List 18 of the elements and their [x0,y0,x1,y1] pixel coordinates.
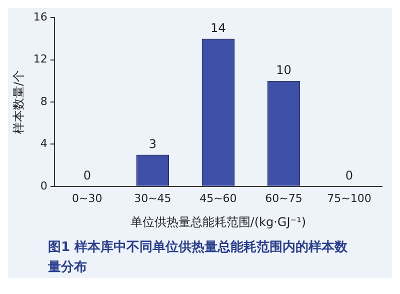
y-tick-label: 8 [40,94,48,108]
x-tick-label: 45~60 [200,192,237,205]
data-label: 14 [210,20,226,35]
y-tick-label: 4 [40,137,48,150]
caption: 图1 样本库中不同单位供热量总能耗范围内的样本数量分布 [47,238,349,277]
y-axis-title: 样本数量/个 [11,70,26,134]
x-tick-label: 75~100 [327,192,372,205]
data-label: 10 [276,63,292,78]
y-tick-label: 12 [33,52,48,66]
data-label: 0 [83,168,91,183]
x-tick-label: 0~30 [72,192,102,205]
x-tick-label: 30~45 [134,192,172,205]
data-label: 0 [345,168,354,183]
y-tick-label: 16 [33,10,48,24]
x-axis-title: 单位供热量总能耗范围/(kg·GJ⁻¹) [130,214,306,229]
y-tick-label: 0 [40,179,48,192]
x-tick-label: 60~75 [265,192,302,205]
data-label: 3 [148,136,156,151]
